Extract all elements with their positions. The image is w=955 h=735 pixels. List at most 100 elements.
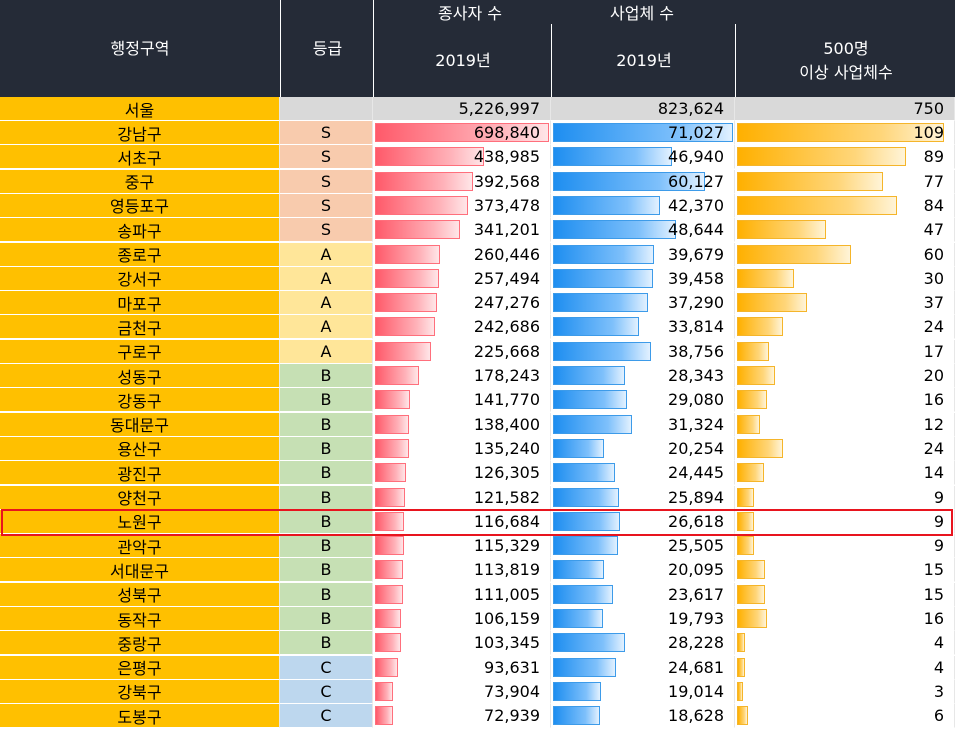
region-cell[interactable]: 영등포구 — [0, 193, 280, 218]
large-business-cell[interactable]: 3 — [735, 679, 955, 704]
business-cell[interactable]: 25,894 — [551, 485, 735, 510]
table-row[interactable]: 광진구 B 126,305 24,445 14 — [0, 461, 955, 486]
table-row[interactable]: 마포구 A 247,276 37,290 37 — [0, 291, 955, 316]
large-business-cell[interactable]: 47 — [735, 218, 955, 243]
large-business-cell[interactable]: 60 — [735, 242, 955, 267]
business-cell[interactable]: 18,628 — [551, 704, 735, 729]
total-large-cell[interactable]: 750 — [735, 97, 955, 121]
business-cell[interactable]: 46,940 — [551, 145, 735, 170]
region-cell[interactable]: 성북구 — [0, 582, 280, 607]
employees-cell[interactable]: 115,329 — [373, 534, 551, 559]
region-cell[interactable]: 동대문구 — [0, 412, 280, 437]
business-cell[interactable]: 24,445 — [551, 461, 735, 486]
employees-cell[interactable]: 113,819 — [373, 558, 551, 583]
business-cell[interactable]: 31,324 — [551, 412, 735, 437]
grade-cell[interactable]: A — [280, 315, 373, 340]
large-business-cell[interactable]: 89 — [735, 145, 955, 170]
grade-cell[interactable]: B — [280, 388, 373, 413]
region-cell[interactable]: 강남구 — [0, 121, 280, 145]
table-row[interactable]: 중구 S 392,568 60,127 77 — [0, 169, 955, 194]
region-cell[interactable]: 구로구 — [0, 339, 280, 364]
table-row[interactable]: 도봉구 C 72,939 18,628 6 — [0, 704, 955, 729]
business-cell[interactable]: 28,343 — [551, 364, 735, 388]
large-business-cell[interactable]: 9 — [735, 509, 955, 534]
header-employees-year[interactable]: 2019년 — [373, 24, 552, 97]
grade-cell[interactable]: B — [280, 631, 373, 656]
employees-cell[interactable]: 141,770 — [373, 388, 551, 413]
large-business-cell[interactable]: 37 — [735, 291, 955, 316]
business-cell[interactable]: 60,127 — [551, 169, 735, 194]
grade-cell[interactable]: A — [280, 266, 373, 291]
table-row[interactable]: 성동구 B 178,243 28,343 20 — [0, 364, 955, 388]
region-cell[interactable]: 중랑구 — [0, 631, 280, 656]
business-cell[interactable]: 25,505 — [551, 534, 735, 559]
grade-cell[interactable]: C — [280, 655, 373, 680]
employees-cell[interactable]: 178,243 — [373, 364, 551, 388]
grade-cell[interactable]: B — [280, 607, 373, 631]
total-row[interactable]: 서울 5,226,997 823,624 750 — [0, 97, 955, 121]
business-cell[interactable]: 29,080 — [551, 388, 735, 413]
business-cell[interactable]: 23,617 — [551, 582, 735, 607]
large-business-cell[interactable]: 30 — [735, 266, 955, 291]
employees-cell[interactable]: 438,985 — [373, 145, 551, 170]
header-grade[interactable]: 등급 — [280, 0, 374, 97]
large-business-cell[interactable]: 16 — [735, 607, 955, 631]
employees-cell[interactable]: 260,446 — [373, 242, 551, 267]
region-cell[interactable]: 은평구 — [0, 655, 280, 680]
business-cell[interactable]: 24,681 — [551, 655, 735, 680]
grade-cell[interactable]: C — [280, 704, 373, 729]
large-business-cell[interactable]: 20 — [735, 364, 955, 388]
table-row[interactable]: 송파구 S 341,201 48,644 47 — [0, 218, 955, 243]
grade-cell[interactable]: A — [280, 242, 373, 267]
region-cell[interactable]: 마포구 — [0, 291, 280, 316]
table-row[interactable]: 동대문구 B 138,400 31,324 12 — [0, 412, 955, 437]
region-cell[interactable]: 강북구 — [0, 679, 280, 704]
region-cell[interactable]: 송파구 — [0, 218, 280, 243]
grade-cell[interactable]: B — [280, 461, 373, 486]
table-row[interactable]: 용산구 B 135,240 20,254 24 — [0, 436, 955, 461]
employees-cell[interactable]: 103,345 — [373, 631, 551, 656]
employees-cell[interactable]: 73,904 — [373, 679, 551, 704]
large-business-cell[interactable]: 109 — [735, 121, 955, 145]
total-employees-cell[interactable]: 5,226,997 — [373, 97, 551, 121]
grade-cell[interactable]: B — [280, 412, 373, 437]
region-cell[interactable]: 동작구 — [0, 607, 280, 631]
table-row[interactable]: 동작구 B 106,159 19,793 16 — [0, 607, 955, 631]
table-row[interactable]: 양천구 B 121,582 25,894 9 — [0, 485, 955, 510]
region-cell[interactable]: 서대문구 — [0, 558, 280, 583]
table-row[interactable]: 강서구 A 257,494 39,458 30 — [0, 266, 955, 291]
grade-cell[interactable]: A — [280, 291, 373, 316]
business-cell[interactable]: 33,814 — [551, 315, 735, 340]
employees-cell[interactable]: 111,005 — [373, 582, 551, 607]
employees-cell[interactable]: 126,305 — [373, 461, 551, 486]
business-cell[interactable]: 39,458 — [551, 266, 735, 291]
region-cell[interactable]: 서초구 — [0, 145, 280, 170]
business-cell[interactable]: 71,027 — [551, 121, 735, 145]
grade-cell[interactable]: B — [280, 509, 373, 534]
region-cell[interactable]: 성동구 — [0, 364, 280, 388]
region-cell[interactable]: 용산구 — [0, 436, 280, 461]
large-business-cell[interactable]: 24 — [735, 436, 955, 461]
large-business-cell[interactable]: 9 — [735, 534, 955, 559]
large-business-cell[interactable]: 6 — [735, 704, 955, 729]
header-large-business[interactable]: 500명 이상 사업체수 — [735, 24, 955, 97]
grade-cell[interactable]: B — [280, 436, 373, 461]
employees-cell[interactable]: 106,159 — [373, 607, 551, 631]
grade-cell[interactable]: S — [280, 169, 373, 194]
table-row[interactable]: 구로구 A 225,668 38,756 17 — [0, 339, 955, 364]
table-row[interactable]: 금천구 A 242,686 33,814 24 — [0, 315, 955, 340]
employees-cell[interactable]: 341,201 — [373, 218, 551, 243]
business-cell[interactable]: 39,679 — [551, 242, 735, 267]
large-business-cell[interactable]: 17 — [735, 339, 955, 364]
table-row[interactable]: 은평구 C 93,631 24,681 4 — [0, 655, 955, 680]
employees-cell[interactable]: 135,240 — [373, 436, 551, 461]
header-region[interactable]: 행정구역 — [0, 0, 280, 97]
large-business-cell[interactable]: 14 — [735, 461, 955, 486]
grade-cell[interactable]: A — [280, 339, 373, 364]
grade-cell[interactable]: S — [280, 145, 373, 170]
region-cell[interactable]: 도봉구 — [0, 704, 280, 729]
employees-cell[interactable]: 373,478 — [373, 193, 551, 218]
business-cell[interactable]: 20,254 — [551, 436, 735, 461]
business-cell[interactable]: 37,290 — [551, 291, 735, 316]
business-cell[interactable]: 42,370 — [551, 193, 735, 218]
